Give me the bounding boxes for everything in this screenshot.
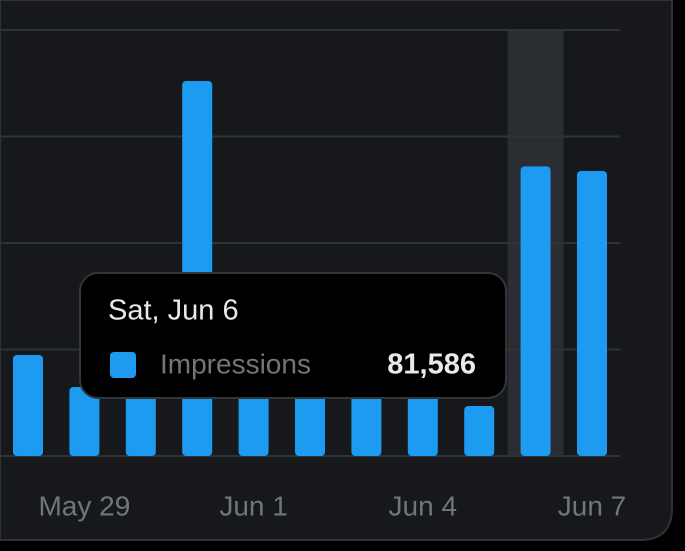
x-tick-label: Jun 4 (389, 490, 458, 521)
bar (238, 385, 269, 456)
tooltip-box (79, 272, 507, 399)
x-tick-label: May 29 (38, 490, 130, 521)
bar (295, 392, 325, 456)
bar (13, 355, 43, 456)
legend-label: Impressions (160, 348, 311, 379)
tooltip: Sat, Jun 6 Impressions 81,586 (79, 272, 507, 399)
x-tick-label: Jun 1 (219, 490, 288, 521)
bar (182, 81, 213, 457)
bar (520, 166, 551, 457)
plot: May 29 Jun 1 Jun 4 Jun 7 Sat, Jun 6 Impressio… (0, 29, 627, 521)
card (0, 0, 673, 541)
x-tick-label: Jun 7 (558, 490, 627, 521)
value-label: 81,586 (387, 349, 476, 381)
legend-swatch (110, 352, 136, 378)
bar (464, 406, 495, 456)
bar (577, 171, 607, 457)
tooltip-title: Sat, Jun 6 (108, 295, 239, 327)
bar (407, 395, 438, 456)
bar (69, 386, 100, 456)
